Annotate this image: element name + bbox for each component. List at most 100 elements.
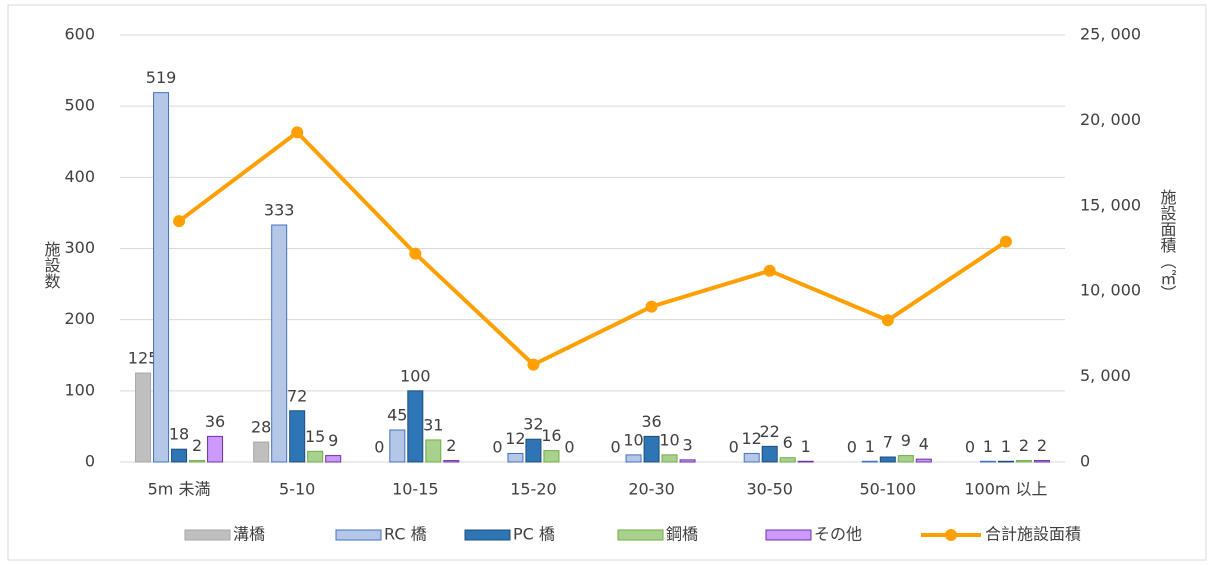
- legend-label: 溝橋: [233, 525, 265, 544]
- legend-label: PC 橋: [513, 525, 555, 544]
- legend-label: その他: [814, 525, 862, 544]
- x-tick-label: 5-10: [279, 480, 315, 499]
- data-label: 333: [264, 201, 295, 220]
- data-label: 45: [387, 405, 407, 424]
- bar: [679, 459, 696, 463]
- data-label: 31: [423, 415, 443, 434]
- bar: [779, 457, 796, 463]
- bar: [761, 445, 778, 463]
- legend-swatch: [335, 529, 382, 541]
- bar: [389, 429, 406, 463]
- data-label: 1: [983, 437, 993, 456]
- data-label: 12: [742, 429, 762, 448]
- data-label: 3: [682, 435, 692, 454]
- bar: [525, 438, 542, 463]
- x-tick-label: 10-15: [392, 480, 439, 499]
- bar: [171, 448, 188, 463]
- bar: [979, 460, 996, 463]
- legend-swatch: [765, 529, 812, 541]
- data-label: 0: [847, 438, 857, 457]
- data-label: 18: [169, 425, 189, 444]
- data-label: 125: [128, 349, 159, 368]
- data-label: 1: [865, 437, 875, 456]
- data-label: 32: [523, 415, 543, 434]
- bar: [271, 224, 288, 463]
- data-label: 15: [305, 427, 325, 446]
- data-label: 36: [205, 412, 225, 431]
- data-label: 0: [564, 438, 574, 457]
- bar: [997, 460, 1014, 463]
- x-tick-label: 50-100: [859, 480, 916, 499]
- bar: [207, 435, 224, 463]
- y2-tick-label: 0: [1080, 452, 1090, 471]
- bar: [661, 454, 678, 463]
- data-label: 72: [287, 386, 307, 405]
- line-marker: [881, 314, 894, 327]
- y-tick-label: 100: [64, 380, 95, 399]
- y-tick-label: 600: [64, 25, 95, 44]
- y-tick-label: 200: [64, 309, 95, 328]
- y2-tick-label: 10, 000: [1080, 281, 1141, 300]
- line-marker: [291, 126, 304, 139]
- y2-tick-label: 5, 000: [1080, 366, 1131, 385]
- x-tick-label: 5m 未満: [148, 480, 211, 499]
- x-tick-label: 100m 以上: [964, 480, 1047, 499]
- data-label: 36: [641, 412, 661, 431]
- data-label: 2: [192, 436, 202, 455]
- data-label: 6: [783, 433, 793, 452]
- bar: [861, 460, 878, 463]
- legend-swatch: [464, 529, 511, 541]
- line-series: [177, 129, 1008, 368]
- bar: [897, 455, 914, 463]
- bar: [425, 439, 442, 463]
- legend-swatch: [184, 529, 231, 541]
- data-label: 0: [729, 438, 739, 457]
- bar: [915, 458, 932, 463]
- y2-axis-label: 施設面積（㎡）: [1158, 189, 1177, 301]
- y-tick-label: 400: [64, 167, 95, 186]
- x-tick-label: 20-30: [628, 480, 675, 499]
- legend-label: 合計施設面積: [985, 525, 1081, 544]
- bar: [1015, 460, 1032, 463]
- y-tick-label: 0: [85, 452, 95, 471]
- y-tick-label: 300: [64, 238, 95, 257]
- x-tick-label: 15-20: [510, 480, 557, 499]
- data-label: 0: [965, 438, 975, 457]
- line-marker: [645, 300, 658, 313]
- bar: [325, 455, 342, 463]
- bar: [289, 410, 306, 463]
- line-marker: [409, 247, 422, 260]
- data-label: 10: [659, 430, 679, 449]
- bar: [307, 450, 324, 463]
- bar: [643, 435, 660, 463]
- data-label: 10: [623, 430, 643, 449]
- bar: [743, 452, 760, 463]
- line-marker: [999, 235, 1012, 248]
- line-marker: [763, 264, 776, 277]
- data-label: 2: [1019, 436, 1029, 455]
- bar: [135, 372, 152, 463]
- data-label: 12: [505, 429, 525, 448]
- data-label: 2: [446, 436, 456, 455]
- data-label: 100: [400, 366, 431, 385]
- data-label: 9: [328, 431, 338, 450]
- data-label: 1: [1001, 437, 1011, 456]
- data-label: 4: [919, 435, 929, 454]
- legend-marker: [945, 529, 957, 541]
- data-label: 0: [492, 438, 502, 457]
- bar: [507, 452, 524, 463]
- y-axis-label: 施設数: [42, 241, 61, 289]
- data-label: 22: [760, 422, 780, 441]
- data-label: 0: [610, 438, 620, 457]
- bar: [253, 441, 270, 463]
- line-marker: [527, 358, 540, 371]
- data-label: 0: [374, 438, 384, 457]
- data-label: 28: [251, 418, 271, 437]
- legend-label: 鋼橋: [666, 525, 698, 544]
- x-tick-label: 30-50: [746, 480, 793, 499]
- line-marker: [173, 215, 186, 228]
- data-label: 7: [883, 433, 893, 452]
- y-tick-label: 500: [64, 96, 95, 115]
- bar: [1033, 460, 1050, 463]
